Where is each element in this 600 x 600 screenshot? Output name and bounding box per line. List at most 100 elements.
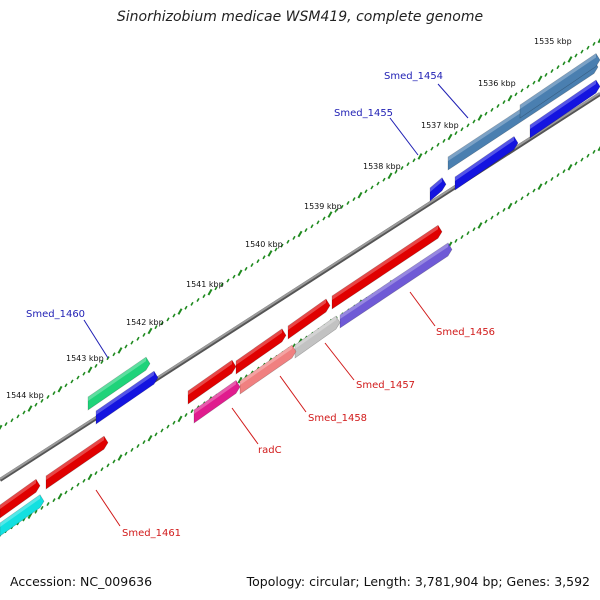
gene-bar-smed-1458-highlight (240, 344, 292, 385)
tick-mark (334, 208, 338, 213)
connector-smed-1458 (279, 375, 307, 413)
gene-label-smed-1457: Smed_1457 (356, 380, 415, 391)
gene-bar-3-highlight (236, 328, 282, 365)
tick-mark (297, 230, 303, 238)
tick-mark (70, 486, 74, 491)
gene-bar-2 (287, 298, 331, 340)
tick-mark (34, 402, 38, 407)
gene-bar-smed-1460-highlight (88, 357, 146, 401)
tick-mark (526, 192, 530, 197)
gene-bar-small-highlight (430, 177, 442, 192)
kbp-label: 1537 kbp (421, 121, 459, 130)
tick-mark (496, 211, 500, 216)
tick-mark (454, 238, 458, 243)
tick-mark (316, 220, 320, 225)
tick-mark (280, 243, 284, 248)
tick-mark (292, 235, 296, 240)
tick-mark (226, 278, 230, 283)
tick-mark (562, 169, 566, 174)
gene-bar-smed-1456-highlight (340, 242, 448, 319)
tick-mark (574, 53, 578, 58)
tick-mark (214, 286, 218, 291)
gene-bar-smed-1457-highlight (295, 316, 336, 349)
tick-mark (100, 360, 104, 365)
tick-mark (586, 153, 590, 158)
topology-summary: Topology: circular; Length: 3,781,904 bp… (246, 574, 590, 589)
tick-mark (117, 454, 123, 461)
tick-mark (274, 247, 278, 252)
tick-mark (166, 424, 170, 429)
kbp-label: 1544 kbp (6, 391, 44, 400)
tick-mark (514, 200, 518, 205)
tick-mark (124, 344, 128, 349)
tick-mark (106, 463, 110, 468)
tick-mark (370, 185, 374, 190)
tick-mark (232, 274, 236, 279)
tick-mark (154, 325, 158, 330)
gene-bar-1 (331, 224, 443, 310)
connector-smed-1456 (409, 291, 436, 327)
gene-features (0, 53, 600, 537)
tick-mark (592, 41, 596, 46)
tick-mark (472, 119, 476, 124)
gene-label-smed-1461: Smed_1461 (122, 528, 181, 539)
tick-mark (507, 202, 513, 210)
tick-mark (46, 502, 50, 507)
tick-mark (502, 207, 506, 212)
connector-smed-1460 (83, 319, 109, 359)
tick-mark (136, 336, 140, 341)
tick-mark (207, 288, 213, 296)
connector-smed-1455 (389, 117, 419, 156)
tick-mark (520, 88, 524, 93)
tick-mark (202, 294, 206, 299)
gene-bar-smed-1457 (294, 315, 341, 359)
tick-mark (382, 177, 386, 182)
tick-mark (76, 482, 80, 487)
kbp-label: 1536 kbp (478, 79, 516, 88)
tick-mark (172, 420, 176, 425)
gene-bar-3 (235, 328, 287, 375)
gene-bar-smed-1460 (87, 356, 151, 411)
tick-mark (0, 424, 3, 431)
tick-mark (124, 451, 128, 456)
kbp-label: 1541 kbp (186, 280, 224, 289)
tick-mark (130, 340, 134, 345)
tick-mark (460, 127, 464, 132)
tick-mark (106, 356, 110, 361)
tick-mark (346, 200, 350, 205)
tick-mark (597, 145, 600, 152)
tick-mark (244, 266, 248, 271)
tick-mark (262, 255, 266, 260)
gene-label-smed-1454: Smed_1454 (384, 71, 443, 82)
tick-mark (10, 418, 14, 423)
tick-mark (147, 327, 153, 335)
tick-mark (57, 493, 63, 500)
tick-mark (364, 189, 368, 194)
tick-mark (16, 414, 20, 419)
tick-mark (136, 443, 140, 448)
tick-mark (94, 363, 98, 368)
gene-bar-smed-1454-b (519, 53, 600, 119)
tick-mark (597, 37, 600, 44)
tick-mark (286, 239, 290, 244)
gene-bar-smed-1458 (239, 344, 297, 395)
tick-mark (310, 224, 314, 229)
gene-bar-smed-1454-b-highlight (520, 53, 596, 109)
gene-label-smed-1456: Smed_1456 (436, 327, 495, 338)
gene-bar-smed-1455 (454, 136, 519, 191)
tick-mark (520, 196, 524, 201)
gene-label-smed-1455: Smed_1455 (334, 108, 393, 119)
tick-mark (574, 161, 578, 166)
tick-mark (177, 415, 183, 423)
tick-mark (46, 394, 50, 399)
gene-bar-smed-1460-b-highlight (96, 371, 154, 415)
tick-mark (4, 422, 8, 427)
tick-mark (40, 398, 44, 403)
tick-mark (484, 219, 488, 224)
tick-mark (466, 231, 470, 236)
tick-mark (112, 352, 116, 357)
tick-mark (220, 282, 224, 287)
tick-mark (526, 84, 530, 89)
tick-mark (166, 317, 170, 322)
